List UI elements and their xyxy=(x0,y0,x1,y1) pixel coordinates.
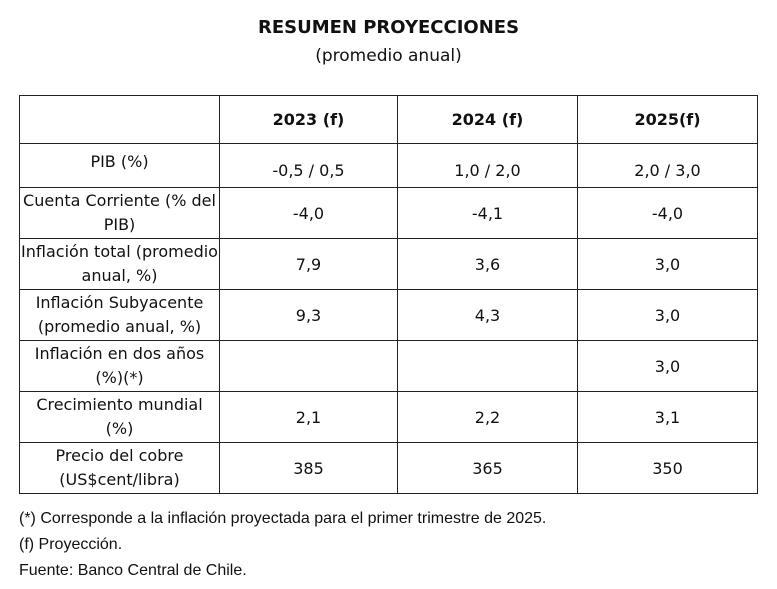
table-subtitle: (promedio anual) xyxy=(315,46,462,66)
table-row-inflacion-dos-anos: Inflación en dos años (%)(*) 3,0 xyxy=(19,340,758,392)
header-cell-2025: 2025(f) xyxy=(577,95,758,144)
cell-2025: -4,0 xyxy=(577,187,758,239)
cell-2023 xyxy=(219,340,398,392)
cell-2024: 3,6 xyxy=(397,238,578,290)
cell-2025: 3,0 xyxy=(577,238,758,290)
cell-2025: 2,0 / 3,0 xyxy=(577,143,758,188)
row-label: Inflación en dos años (%)(*) xyxy=(19,340,220,392)
cell-2023: -4,0 xyxy=(219,187,398,239)
projections-table: 2023 (f) 2024 (f) 2025(f) PIB (%) -0,5 /… xyxy=(19,95,758,494)
row-label: Cuenta Corriente (% del PIB) xyxy=(19,187,220,239)
cell-2025: 350 xyxy=(577,442,758,494)
row-label: Inflación total (promedio anual, %) xyxy=(19,238,220,290)
cell-2023: 2,1 xyxy=(219,391,398,443)
table-row-cuenta-corriente: Cuenta Corriente (% del PIB) -4,0 -4,1 -… xyxy=(19,187,758,239)
header-cell-2024: 2024 (f) xyxy=(397,95,578,144)
cell-2023: 7,9 xyxy=(219,238,398,290)
row-label: Precio del cobre (US$cent/libra) xyxy=(19,442,220,494)
cell-2023: 9,3 xyxy=(219,289,398,341)
table-row-crecimiento-mundial: Crecimiento mundial (%) 2,1 2,2 3,1 xyxy=(19,391,758,443)
cell-2025: 3,0 xyxy=(577,340,758,392)
footnote-projection: (f) Proyección. xyxy=(19,536,123,553)
cell-2025: 3,1 xyxy=(577,391,758,443)
row-label: Inflación Subyacente (promedio anual, %) xyxy=(19,289,220,341)
cell-2024: 2,2 xyxy=(397,391,578,443)
footnote-asterisk: (*) Corresponde a la inflación proyectad… xyxy=(19,510,547,527)
header-cell-2023: 2023 (f) xyxy=(219,95,398,144)
cell-2025: 3,0 xyxy=(577,289,758,341)
cell-2024: -4,1 xyxy=(397,187,578,239)
cell-2024 xyxy=(397,340,578,392)
cell-2024: 365 xyxy=(397,442,578,494)
header-row: 2023 (f) 2024 (f) 2025(f) xyxy=(19,95,758,144)
table-row-pib: PIB (%) -0,5 / 0,5 1,0 / 2,0 2,0 / 3,0 xyxy=(19,143,758,188)
footnotes: (*) Corresponde a la inflación proyectad… xyxy=(19,506,546,584)
table-row-inflacion-total: Inflación total (promedio anual, %) 7,9 … xyxy=(19,238,758,290)
table-title: RESUMEN PROYECCIONES xyxy=(257,17,520,38)
cell-2024: 1,0 / 2,0 xyxy=(397,143,578,188)
row-label: PIB (%) xyxy=(19,143,220,188)
header-cell-empty xyxy=(19,95,220,144)
cell-2023: 385 xyxy=(219,442,398,494)
table-row-inflacion-subyacente: Inflación Subyacente (promedio anual, %)… xyxy=(19,289,758,341)
source-note: Fuente: Banco Central de Chile. xyxy=(19,562,247,579)
cell-2023: -0,5 / 0,5 xyxy=(219,143,398,188)
cell-2024: 4,3 xyxy=(397,289,578,341)
table-row-precio-cobre: Precio del cobre (US$cent/libra) 385 365… xyxy=(19,442,758,494)
row-label: Crecimiento mundial (%) xyxy=(19,391,220,443)
